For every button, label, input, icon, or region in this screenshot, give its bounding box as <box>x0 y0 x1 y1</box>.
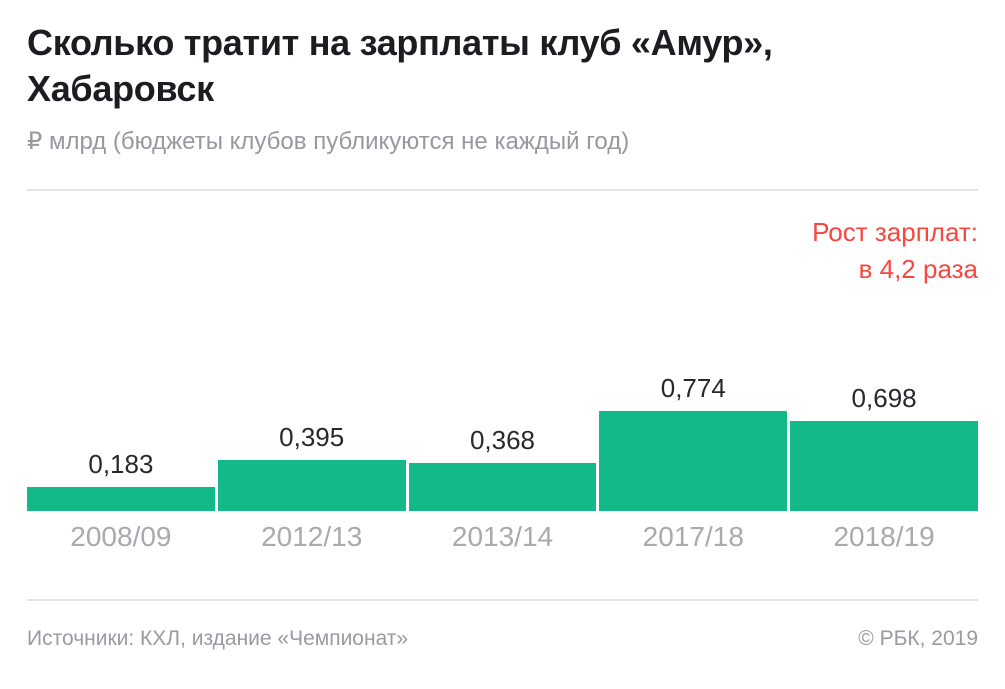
footer-divider <box>27 599 978 601</box>
bar-value-label: 0,395 <box>279 422 345 452</box>
x-axis-label: 2018/19 <box>833 521 935 552</box>
bar-column: 0,368 <box>408 370 597 511</box>
bar-chart-plot-area: 0,183 0,395 0,368 0,774 0,698 <box>27 370 978 511</box>
bar-column: 0,698 <box>790 370 978 511</box>
bar <box>790 421 978 511</box>
bar <box>599 411 788 511</box>
growth-annotation-line1: Рост зарплат: <box>812 217 978 247</box>
growth-annotation-line2: в 4,2 раза <box>858 254 978 284</box>
top-divider <box>27 189 978 191</box>
growth-annotation: Рост зарплат: в 4,2 раза <box>812 214 978 288</box>
bar-value-label: 0,183 <box>88 449 154 479</box>
chart-title: Сколько тратит на зарплаты клуб «Амур», … <box>27 22 773 109</box>
source-text: Источники: КХЛ, издание «Чемпионат» <box>27 627 409 650</box>
x-axis-label: 2012/13 <box>261 521 363 552</box>
bar-column: 0,774 <box>599 370 788 511</box>
bar <box>27 487 215 511</box>
bar-column: 0,395 <box>217 370 406 511</box>
bar <box>408 463 597 511</box>
chart-subtitle: ₽ млрд (бюджеты клубов публикуются не ка… <box>27 128 630 155</box>
x-axis-label: 2008/09 <box>70 521 172 552</box>
x-axis-label: 2013/14 <box>451 521 554 552</box>
bar-column: 0,183 <box>27 370 215 511</box>
bar <box>217 460 406 511</box>
copyright-text: © РБК, 2019 <box>858 627 978 650</box>
bar-value-label: 0,774 <box>660 373 726 403</box>
bar-value-label: 0,368 <box>469 425 536 455</box>
bar-value-label: 0,698 <box>851 383 917 413</box>
x-axis-label: 2017/18 <box>642 521 744 552</box>
x-axis-labels-row: 2008/09 2012/13 2013/14 2017/18 2018/19 <box>27 518 978 556</box>
footer: Источники: КХЛ, издание «Чемпионат» © РБ… <box>27 625 978 653</box>
